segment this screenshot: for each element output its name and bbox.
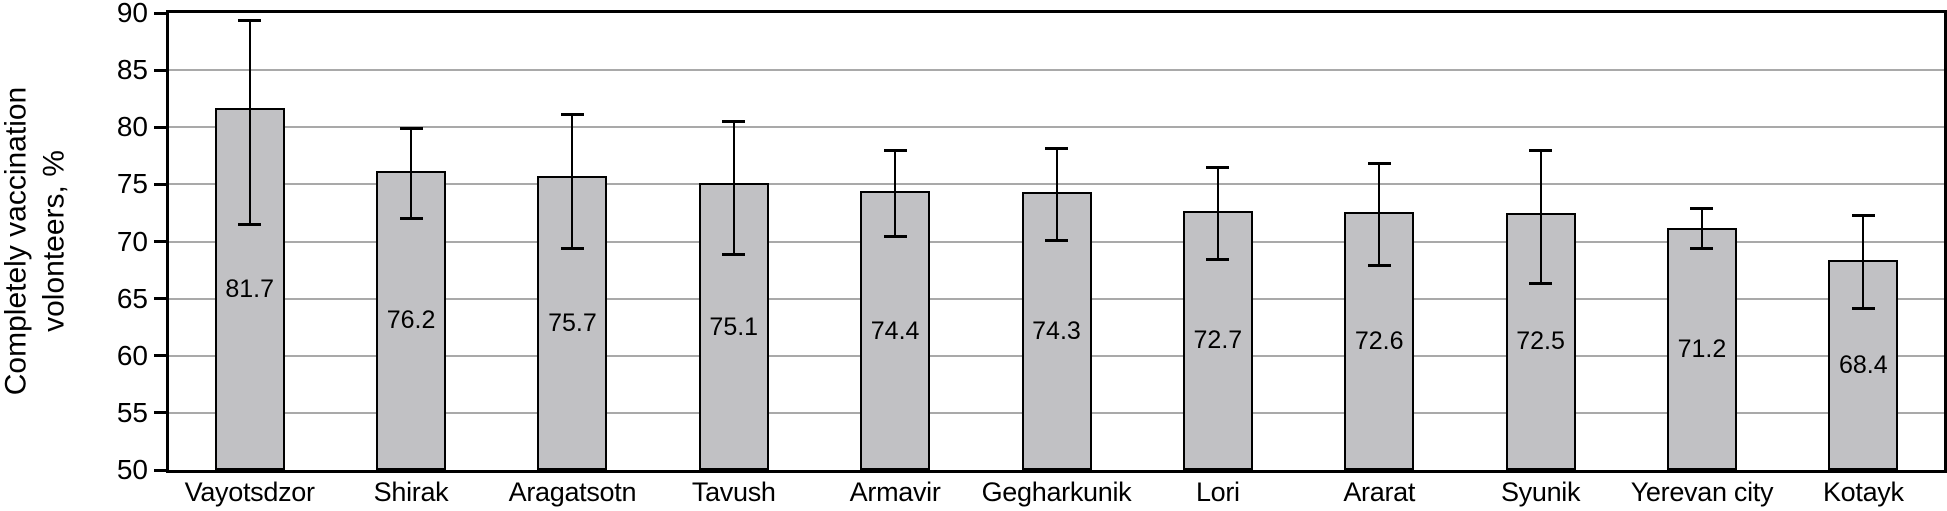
- error-bar-cap-bottom-tavush: [722, 252, 746, 256]
- error-bar-line-gegharkunik: [1055, 148, 1058, 241]
- error-bar-line-aragatsotn: [571, 114, 574, 249]
- x-label-shirak: Shirak: [373, 477, 449, 507]
- error-bar-cap-top-ararat: [1367, 162, 1391, 166]
- bar-shirak: [376, 170, 447, 470]
- error-bar-cap-bottom-gegharkunik: [1045, 238, 1068, 242]
- error-bar-line-ararat: [1378, 163, 1381, 266]
- x-label-vayotsdzor: Vayotsdzor: [184, 477, 315, 507]
- y-tick-70: [154, 240, 167, 243]
- error-bar-line-kotayk: [1862, 215, 1865, 309]
- y-tick-label-60: 60: [116, 339, 148, 371]
- y-tick-label-50: 50: [116, 454, 148, 485]
- x-label-gegharkunik: Gegharkunik: [981, 477, 1132, 507]
- error-bar-cap-top-kotayk: [1851, 213, 1875, 217]
- error-bar-cap-top-armavir: [883, 148, 907, 152]
- bar-yerevan-city: [1666, 227, 1737, 470]
- x-label-syunik: Syunik: [1500, 477, 1581, 507]
- bar-value-kotayk: 68.4: [1838, 350, 1888, 379]
- bar-syunik: [1505, 212, 1576, 470]
- bar-value-vayotsdzor: 81.7: [225, 274, 274, 303]
- y-tick-label-75: 75: [116, 168, 148, 200]
- bar-value-tavush: 75.1: [709, 312, 759, 341]
- y-tick-55: [154, 411, 167, 415]
- x-label-lori: Lori: [1195, 477, 1240, 507]
- error-bar-line-syunik: [1539, 150, 1542, 284]
- error-bar-cap-top-aragatsotn: [560, 113, 584, 117]
- error-bar-line-lori: [1216, 167, 1219, 260]
- error-bar-cap-top-yerevan-city: [1690, 206, 1714, 210]
- plot-area: 81.7 76.2 75.7 75.1 74.4 74.3 72.7 72.6 72.5 71.2…: [166, 10, 1947, 473]
- gridline-80: [169, 126, 1944, 129]
- x-label-tavush: Tavush: [691, 477, 776, 507]
- y-tick-label-70: 70: [116, 225, 148, 257]
- bar-value-armavir: 74.4: [870, 316, 920, 345]
- x-label-kotayk: Kotayk: [1822, 477, 1904, 507]
- error-bar-line-armavir: [894, 150, 897, 237]
- bar-value-gegharkunik: 74.3: [1032, 317, 1081, 346]
- x-label-yerevan-city: Yerevan city: [1630, 477, 1774, 507]
- error-bar-cap-bottom-aragatsotn: [560, 246, 584, 250]
- y-tick-65: [154, 297, 167, 301]
- error-bar-line-shirak: [410, 128, 413, 219]
- y-tick-85: [154, 68, 167, 72]
- error-bar-cap-bottom-yerevan-city: [1690, 246, 1714, 250]
- error-bar-cap-bottom-syunik: [1529, 282, 1553, 286]
- error-bar-cap-bottom-vayotsdzor: [238, 222, 262, 226]
- bar-value-ararat: 72.6: [1354, 326, 1404, 355]
- error-bar-cap-bottom-armavir: [883, 235, 907, 239]
- gridline-85: [169, 69, 1944, 72]
- error-bar-cap-top-lori: [1206, 165, 1230, 169]
- error-bar-line-tavush: [732, 121, 735, 255]
- error-bar-cap-bottom-ararat: [1367, 263, 1391, 267]
- y-axis-title-line1: Completely vaccination: [0, 86, 33, 396]
- y-tick-label-65: 65: [116, 282, 148, 314]
- y-tick-label-85: 85: [116, 54, 148, 86]
- error-bar-line-vayotsdzor: [248, 20, 251, 225]
- y-tick-80: [154, 125, 167, 129]
- x-label-aragatsotn: Aragatsotn: [508, 477, 637, 507]
- bar-value-lori: 72.7: [1193, 326, 1243, 355]
- y-axis-title-line2: volonteers, %: [37, 150, 71, 332]
- bar-aragatsotn: [537, 176, 608, 470]
- error-bar-cap-bottom-shirak: [399, 217, 423, 221]
- y-tick-50: [154, 468, 167, 472]
- error-bar-cap-bottom-kotayk: [1851, 307, 1875, 311]
- error-bar-cap-top-shirak: [399, 126, 423, 130]
- y-tick-label-55: 55: [116, 396, 148, 428]
- bar-value-aragatsotn: 75.7: [548, 309, 597, 338]
- y-tick-60: [154, 354, 167, 358]
- x-label-armavir: Armavir: [849, 477, 941, 507]
- y-tick-90: [154, 11, 167, 15]
- y-tick-label-80: 80: [116, 111, 148, 143]
- bar-value-shirak: 76.2: [386, 306, 436, 335]
- bar-value-yerevan-city: 71.2: [1677, 334, 1727, 363]
- error-bar-cap-top-vayotsdzor: [238, 19, 262, 23]
- error-bar-cap-top-gegharkunik: [1045, 147, 1068, 151]
- error-bar-cap-top-tavush: [722, 120, 746, 124]
- error-bar-line-yerevan-city: [1700, 208, 1703, 249]
- error-bar-cap-top-syunik: [1529, 148, 1553, 152]
- y-tick-label-90: 90: [116, 0, 148, 28]
- y-axis-title: Completely vaccination volonteers, %: [0, 13, 74, 470]
- bar-value-syunik: 72.5: [1516, 327, 1565, 356]
- x-label-ararat: Ararat: [1343, 477, 1416, 507]
- error-bar-cap-bottom-lori: [1206, 258, 1230, 262]
- y-tick-75: [154, 182, 167, 186]
